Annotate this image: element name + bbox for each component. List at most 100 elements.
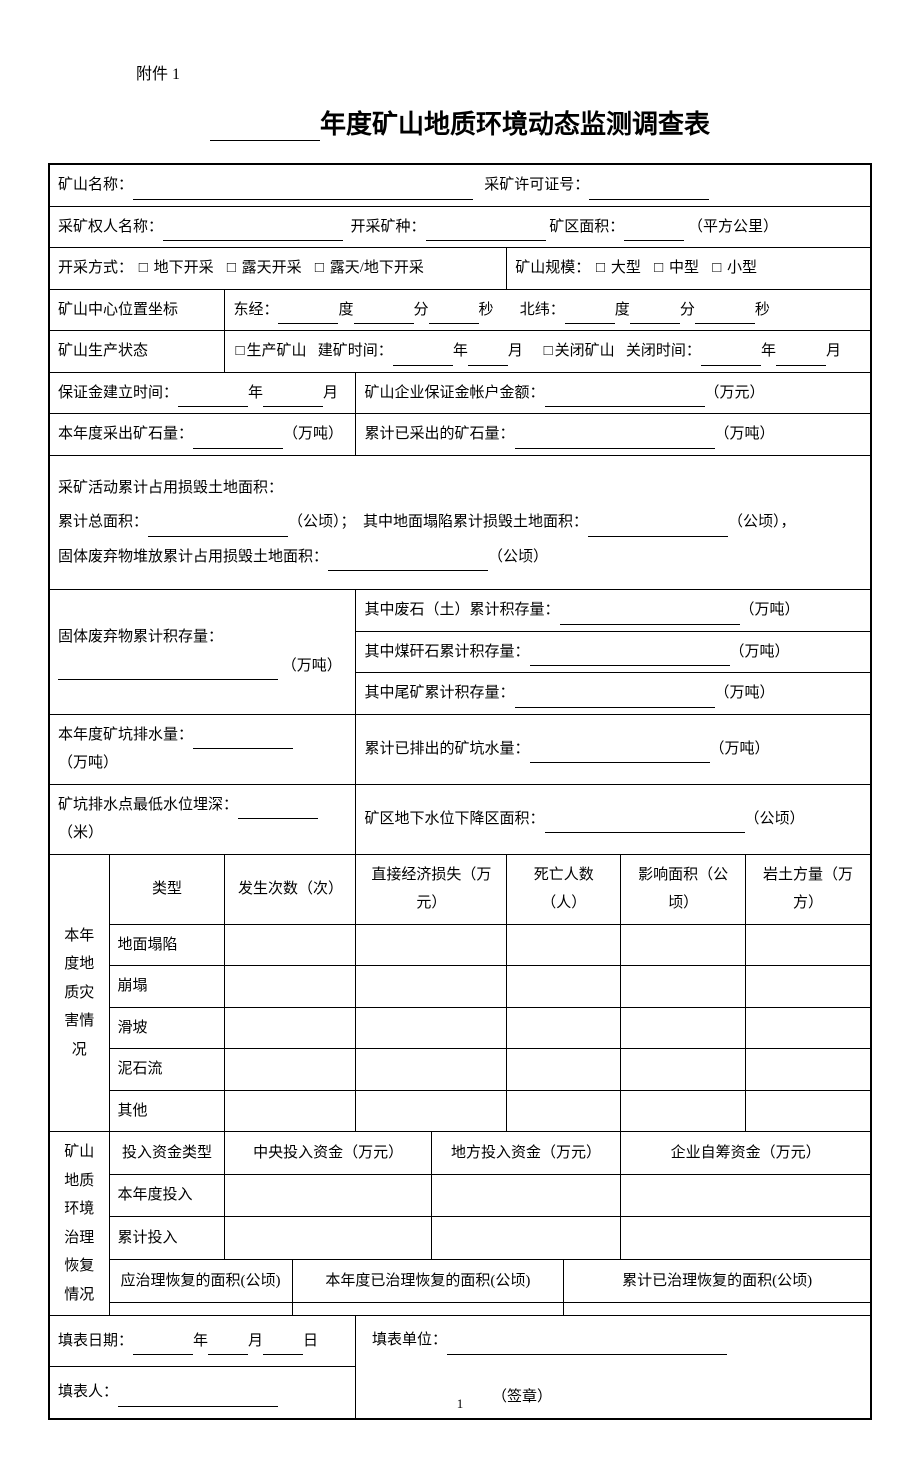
license-input[interactable] (589, 182, 709, 200)
ai-self[interactable] (621, 1174, 871, 1217)
hz-r2c4[interactable] (621, 966, 746, 1008)
checkbox-mixed[interactable]: □ (315, 254, 324, 283)
ai-local[interactable] (431, 1174, 620, 1217)
total-area-input[interactable] (148, 519, 288, 537)
min-depth-input[interactable] (238, 801, 318, 819)
close-label: 关闭时间： (626, 343, 701, 359)
ci-central[interactable] (225, 1217, 431, 1260)
lat-deg[interactable] (565, 306, 615, 324)
fd-m[interactable] (208, 1337, 248, 1355)
coal-gangue-cell: 其中煤矸石累计积存量：（万吨） (356, 631, 871, 673)
hz-r1c3[interactable] (507, 924, 621, 966)
year-blank[interactable] (210, 117, 320, 141)
status-content: □生产矿山 建矿时间：年月 □关闭矿山 关闭时间：年月 (225, 331, 871, 373)
done-annual-label: 本年度已治理恢复的面积(公顷) (292, 1259, 564, 1302)
sec2: 秒 (755, 302, 770, 318)
mine-name-input[interactable] (133, 182, 473, 200)
lon-min[interactable] (354, 306, 414, 324)
solid-cum-label: 固体废弃物累计积存量： (58, 629, 223, 645)
local-label: 地方投入资金（万元） (431, 1132, 620, 1175)
coal-gangue-input[interactable] (530, 648, 730, 666)
y1: 年 (453, 343, 468, 359)
hz-r1c4[interactable] (621, 924, 746, 966)
fd: 日 (303, 1333, 318, 1349)
hz-r4c2[interactable] (356, 1049, 507, 1091)
method-label: 开采方式： (58, 260, 133, 276)
build-m[interactable] (468, 348, 508, 366)
fd-d[interactable] (263, 1337, 303, 1355)
hz-r3c2[interactable] (356, 1007, 507, 1049)
checkbox-small[interactable]: □ (712, 254, 721, 283)
waste-rock-input[interactable] (560, 607, 740, 625)
build-y[interactable] (393, 348, 453, 366)
hz-r2c5[interactable] (746, 966, 871, 1008)
hz-r1c5[interactable] (746, 924, 871, 966)
checkbox-large[interactable]: □ (596, 254, 605, 283)
hz-r4c4[interactable] (621, 1049, 746, 1091)
hz-r1c1[interactable] (225, 924, 356, 966)
hz-r3c5[interactable] (746, 1007, 871, 1049)
hz-r4c1[interactable] (225, 1049, 356, 1091)
deposit-amount-input[interactable] (545, 389, 705, 407)
fm: 月 (248, 1333, 263, 1349)
hz-r3c3[interactable] (507, 1007, 621, 1049)
solid-area-input[interactable] (328, 553, 488, 571)
cum-ore-input[interactable] (515, 431, 715, 449)
hz-r5c1[interactable] (225, 1090, 356, 1132)
tailings-input[interactable] (515, 690, 715, 708)
hz-r3c4[interactable] (621, 1007, 746, 1049)
checkbox-closed[interactable]: □ (544, 337, 553, 366)
area-input[interactable] (624, 223, 684, 241)
drop-area-input[interactable] (545, 815, 745, 833)
m1: 地下开采 (154, 260, 214, 276)
hz-r2c1[interactable] (225, 966, 356, 1008)
annual-drain-input[interactable] (193, 731, 293, 749)
lat-min[interactable] (630, 306, 680, 324)
hz-r2c2[interactable] (356, 966, 507, 1008)
wd6: （万吨） (715, 685, 775, 701)
annual-ore-input[interactable] (193, 431, 283, 449)
gq2: （公顷）， (728, 514, 796, 530)
page-container: 附件 1 年度矿山地质环境动态监测调查表 矿山名称： 采矿许可证号： 采矿权人名… (0, 0, 920, 1476)
deposit-y[interactable] (178, 389, 248, 407)
fd-y[interactable] (133, 1337, 193, 1355)
collapse-area-input[interactable] (588, 519, 728, 537)
coord-label: 矿山中心位置坐标 (49, 289, 225, 331)
should-val[interactable] (109, 1302, 292, 1315)
hz-r2c3[interactable] (507, 966, 621, 1008)
checkbox-producing[interactable]: □ (235, 337, 244, 366)
owner-input[interactable] (163, 223, 343, 241)
cum-drain-input[interactable] (530, 745, 710, 763)
fill-org-input[interactable] (447, 1337, 727, 1355)
lat-sec[interactable] (695, 306, 755, 324)
close-y[interactable] (701, 348, 761, 366)
checkbox-underground[interactable]: □ (139, 254, 148, 283)
deposit-m[interactable] (263, 389, 323, 407)
ai-central[interactable] (225, 1174, 431, 1217)
hz-r4c3[interactable] (507, 1049, 621, 1091)
mine-name-label: 矿山名称： (58, 177, 133, 193)
solid-cum-input[interactable] (58, 662, 278, 680)
ci-local[interactable] (431, 1217, 620, 1260)
lon-deg[interactable] (278, 306, 338, 324)
hz-r5c4[interactable] (621, 1090, 746, 1132)
hz-r1c2[interactable] (356, 924, 507, 966)
hz-r4c5[interactable] (746, 1049, 871, 1091)
total-area-label: 累计总面积： (58, 514, 148, 530)
hz-r5c2[interactable] (356, 1090, 507, 1132)
checkbox-opencast[interactable]: □ (227, 254, 236, 283)
min: 分 (414, 302, 429, 318)
deposit-amount-label: 矿山企业保证金帐户金额： (364, 385, 544, 401)
hz-r5c3[interactable] (507, 1090, 621, 1132)
mineral-input[interactable] (426, 223, 546, 241)
hz-r5c5[interactable] (746, 1090, 871, 1132)
hz-r3c1[interactable] (225, 1007, 356, 1049)
checkbox-medium[interactable]: □ (654, 254, 663, 283)
done-cum-val[interactable] (564, 1302, 871, 1315)
ci-self[interactable] (621, 1217, 871, 1260)
h-vol: 岩土方量（万方） (746, 854, 871, 924)
close-m[interactable] (776, 348, 826, 366)
deposit-date-cell: 保证金建立时间：年月 (49, 372, 356, 414)
lon-sec[interactable] (429, 306, 479, 324)
done-annual-val[interactable] (292, 1302, 564, 1315)
